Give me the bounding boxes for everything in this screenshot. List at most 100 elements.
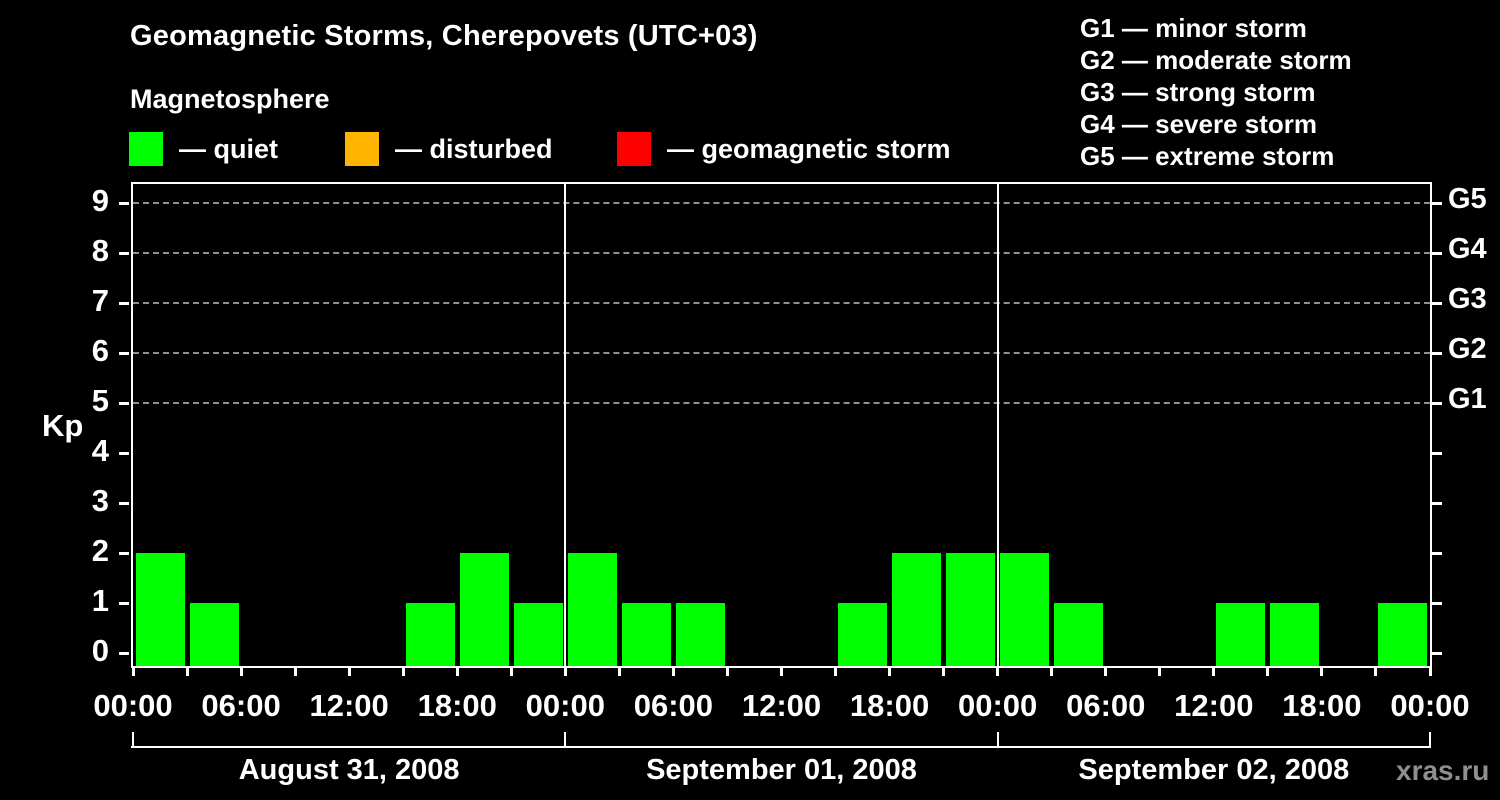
kp-bar [946,553,996,666]
x-axis-label: 00:00 [1390,688,1470,723]
storm-color-swatch [617,132,651,166]
legend-item-quiet: — quiet [129,132,278,166]
x-axis-label: 18:00 [849,688,930,723]
date-bracket [131,746,1430,748]
kp-bar [1054,603,1104,666]
y-axis-tick [119,251,129,255]
kp-bar [189,603,239,666]
g-scale-label: G3 [1448,283,1487,315]
x-axis-tick [942,666,946,676]
x-axis-tick [996,666,1000,676]
kp-bar [1378,603,1428,666]
storm-scale-g5: G5 — extreme storm [1080,141,1335,171]
date-bracket-tick [132,732,134,748]
g-scale-label: G5 [1448,183,1487,215]
legend-label-storm: — geomagnetic storm [667,133,951,164]
x-axis-tick [239,666,243,676]
y-axis-tick [119,451,129,455]
quiet-color-swatch [129,132,163,166]
x-axis-tick [401,666,405,676]
y-axis-tick [119,401,129,405]
y-axis-label: 3 [91,483,109,518]
x-axis-label: 12:00 [741,688,822,723]
x-axis-tick [1320,666,1324,676]
grid-line-kp6 [133,352,1430,354]
kp-bar [675,603,725,666]
kp-bar [892,553,942,666]
legend-label-disturbed: — disturbed [395,133,553,164]
y-axis-tick-right [1432,251,1442,255]
storm-scale-g3: G3 — strong storm [1080,77,1316,107]
x-axis-tick [563,666,567,676]
x-axis-tick [1374,666,1378,676]
legend-label-quiet: — quiet [179,133,278,164]
y-axis-tick [119,601,129,605]
storm-scale-g4: G4 — severe storm [1080,109,1318,139]
x-axis-label: 18:00 [417,688,497,723]
x-axis-tick [1212,666,1216,676]
y-axis-label: 8 [91,233,109,268]
kp-bar [513,603,563,666]
day-separator [564,184,567,666]
x-axis-tick [725,666,729,676]
date-bracket-tick [564,732,567,748]
x-axis-tick [131,666,135,676]
day-separator [996,184,999,666]
y-axis-title: Kp [42,408,84,443]
kp-bar [1270,603,1320,666]
x-axis-tick [509,666,513,676]
kp-bar [838,603,888,666]
y-axis-tick-right [1432,551,1442,555]
x-axis-label: 06:00 [1066,688,1146,723]
x-axis-tick [293,666,297,676]
g-scale-label: G2 [1448,333,1487,365]
x-axis-tick [834,666,838,676]
x-axis-label: 00:00 [958,688,1038,723]
x-axis-tick [1428,666,1432,676]
y-axis-label: 7 [91,283,109,318]
date-label: September 02, 2008 [1078,754,1350,786]
storm-scale-g1: G1 — minor storm [1080,13,1307,43]
storm-scale-g2: G2 — moderate storm [1080,45,1352,75]
magnetosphere-label: Magnetosphere [130,84,330,114]
chart-title: Geomagnetic Storms, Cherepovets (UTC+03) [130,20,758,52]
kp-bar [135,553,185,666]
x-axis-tick [347,666,351,676]
x-axis-label: 12:00 [1174,688,1254,723]
x-axis-tick [780,666,783,676]
x-axis-tick [455,666,459,676]
y-axis-tick-right [1432,451,1442,455]
y-axis-label: 4 [91,433,109,468]
y-axis-tick-right [1432,401,1442,405]
y-axis-tick-right [1432,601,1442,605]
x-axis-label: 12:00 [309,688,389,723]
kp-bar [567,553,617,666]
g-scale-label: G1 [1448,383,1487,415]
watermark: xras.ru [1396,755,1490,786]
x-axis-label: 18:00 [1282,688,1362,723]
kp-bar [1000,553,1050,666]
kp-bar [1216,603,1266,666]
x-axis-tick [1158,666,1162,676]
date-bracket-tick [996,732,999,748]
y-axis-label: 1 [91,583,109,618]
kp-bar [459,553,509,666]
y-axis-label: 5 [91,383,109,418]
x-axis-tick [617,666,621,676]
y-axis-tick [119,501,129,505]
x-axis-tick [185,666,189,676]
y-axis-tick-right [1432,651,1442,655]
legend-item-storm: — geomagnetic storm [617,132,951,166]
legend-item-disturbed: — disturbed [345,132,553,166]
x-axis-label: 00:00 [93,688,173,723]
x-axis-tick [888,666,892,676]
y-axis-tick [119,551,129,555]
y-axis-label: 0 [91,633,109,668]
x-axis-label: 06:00 [633,688,714,723]
y-axis-tick [119,301,129,305]
y-axis-label: 9 [91,183,109,218]
x-axis-label: 06:00 [201,688,281,723]
grid-line-kp9 [133,202,1430,204]
g-scale-label: G4 [1448,233,1487,265]
y-axis-tick-right [1432,301,1442,305]
